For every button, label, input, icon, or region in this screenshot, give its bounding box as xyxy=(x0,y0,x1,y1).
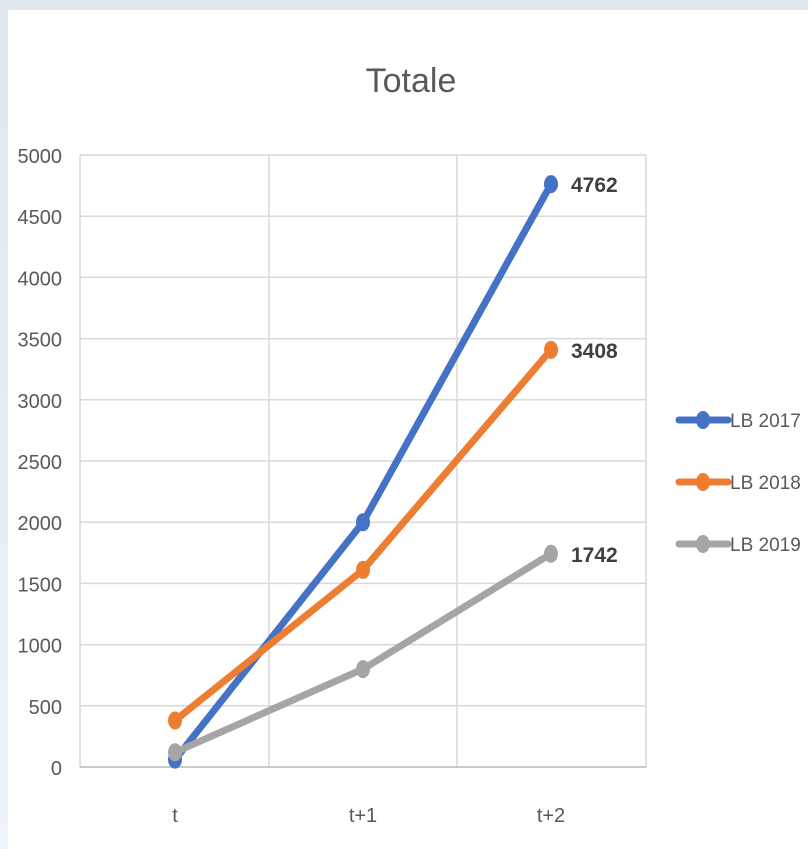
legend-label: LB 2019 xyxy=(730,535,801,556)
data-label: 3408 xyxy=(571,340,618,363)
y-tick-label: 3500 xyxy=(18,330,63,352)
data-point xyxy=(356,660,370,679)
x-tick-label: t+2 xyxy=(537,805,565,827)
series-group: 4762 3408 1742 xyxy=(168,174,618,769)
series-lb-2017: 4762 xyxy=(168,174,618,769)
gridlines xyxy=(79,154,647,768)
legend-swatch-marker xyxy=(696,535,710,553)
legend: LB 2017 LB 2018 LB 2019 xyxy=(675,411,801,556)
data-point xyxy=(168,743,182,762)
chart-title: Totale xyxy=(366,62,457,100)
data-label: 4762 xyxy=(571,174,618,197)
legend-item: LB 2019 xyxy=(675,535,801,556)
y-tick-label: 1500 xyxy=(18,574,63,596)
data-label: 1742 xyxy=(571,544,618,567)
data-point xyxy=(356,513,370,532)
y-tick-label: 1000 xyxy=(18,636,63,658)
y-tick-label: 0 xyxy=(51,758,62,780)
series-lb-2019: 1742 xyxy=(168,544,618,762)
data-point xyxy=(544,544,558,563)
x-axis: t t+1 t+2 xyxy=(172,805,565,827)
data-point xyxy=(544,175,558,194)
legend-item: LB 2018 xyxy=(675,473,801,494)
y-axis: 0 500 1000 1500 2000 2500 3000 3500 4000 4500 5000 xyxy=(18,146,63,780)
x-tick-label: t+1 xyxy=(349,805,377,827)
legend-swatch-marker xyxy=(696,473,710,491)
legend-item: LB 2017 xyxy=(675,411,801,432)
legend-label: LB 2017 xyxy=(730,411,801,432)
y-tick-label: 2500 xyxy=(18,452,63,474)
y-tick-label: 5000 xyxy=(18,146,63,168)
y-tick-label: 4000 xyxy=(18,268,63,290)
y-tick-label: 4500 xyxy=(18,207,63,229)
legend-swatch-marker xyxy=(696,411,710,429)
y-tick-label: 3000 xyxy=(18,391,63,413)
y-tick-label: 500 xyxy=(29,697,62,719)
data-point xyxy=(544,340,558,359)
data-point xyxy=(356,560,370,579)
x-tick-label: t xyxy=(172,805,178,827)
chart-card xyxy=(8,10,808,849)
series-lb-2018: 3408 xyxy=(168,340,618,730)
y-tick-label: 2000 xyxy=(18,513,63,535)
data-point xyxy=(168,711,182,730)
legend-label: LB 2018 xyxy=(730,473,801,494)
